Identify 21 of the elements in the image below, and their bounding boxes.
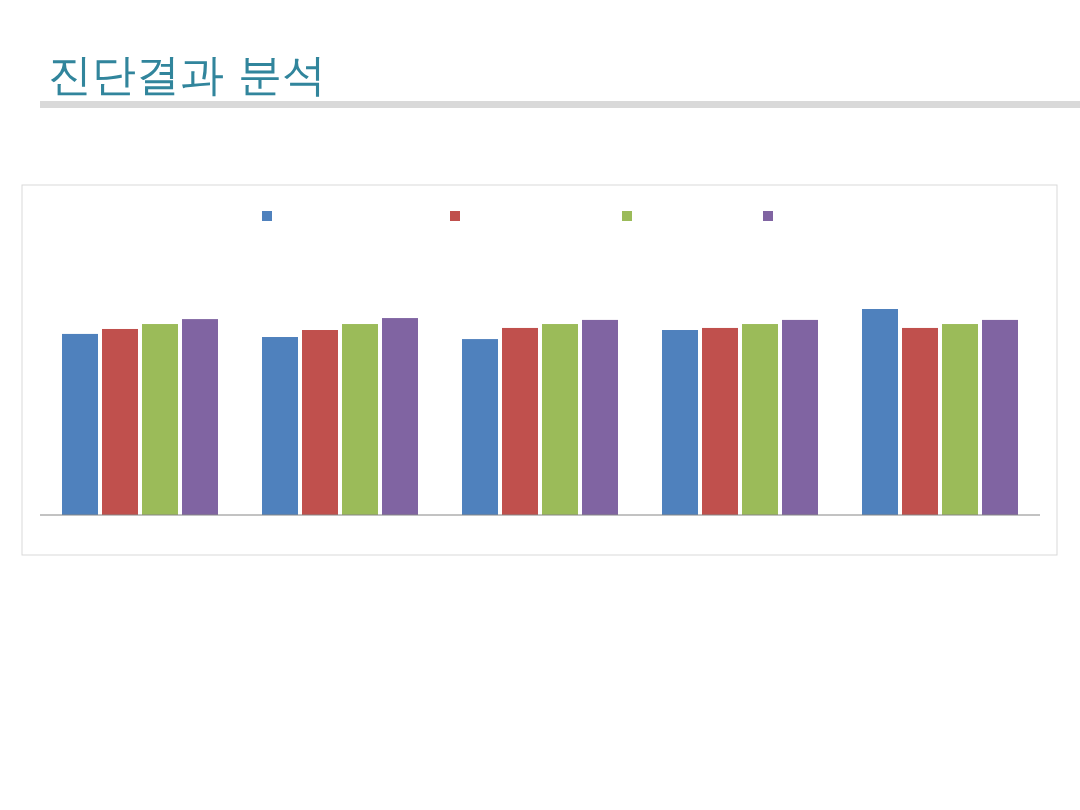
bar [182,319,218,515]
bar [902,327,938,515]
bar [942,324,978,515]
bar [542,324,578,515]
bar [582,319,618,515]
bar [62,333,98,515]
bar [462,339,498,515]
bar [862,309,898,515]
bar [702,327,738,515]
chart-title: 진단결과 분석 [48,49,326,100]
bar [982,319,1018,515]
bar [262,337,298,515]
bar [742,324,778,515]
bar [142,324,178,515]
bar [102,328,138,515]
bar [302,330,338,515]
bar [782,319,818,515]
bar [382,318,418,515]
bar [502,327,538,515]
bar [662,330,698,515]
bar [342,324,378,515]
